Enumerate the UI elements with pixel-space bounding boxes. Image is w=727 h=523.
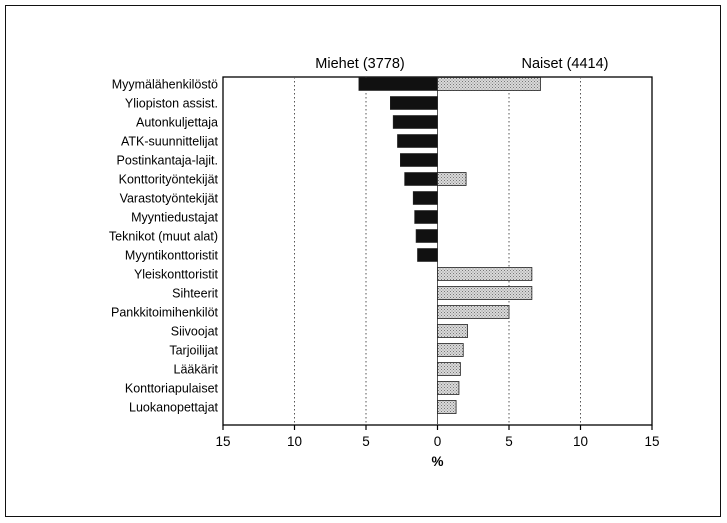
category-label: Postinkantaja-lajit.: [117, 154, 218, 168]
x-tick-label: 10: [287, 434, 302, 449]
bar-women: [437, 286, 533, 300]
bar-men: [417, 248, 438, 262]
category-label: Konttoriapulaiset: [125, 382, 219, 396]
bar-men: [404, 172, 438, 186]
bar-men: [400, 153, 438, 167]
bar-women: [437, 324, 468, 338]
bar-men: [390, 96, 438, 110]
bar-men: [392, 115, 438, 129]
category-label: Myyntikonttoristit: [125, 249, 219, 263]
category-label: Yliopiston assist.: [125, 97, 218, 111]
x-tick-label: 15: [644, 434, 659, 449]
category-label: Tarjoilijat: [169, 344, 218, 358]
bar-women: [437, 362, 461, 376]
category-label: Sihteerit: [172, 287, 218, 301]
bar-women: [437, 172, 467, 186]
bar-women: [437, 305, 510, 319]
bar-women: [437, 400, 457, 414]
x-tick-label: 5: [362, 434, 370, 449]
category-label: Teknikot (muut alat): [109, 230, 218, 244]
category-label: Pankkitoimihenkilöt: [111, 306, 219, 320]
x-tick-label: 0: [434, 434, 442, 449]
x-axis-label: %: [431, 454, 443, 469]
bar-women: [437, 77, 541, 91]
category-label: Yleiskonttoristit: [134, 268, 219, 282]
category-label: Luokanopettajat: [129, 401, 218, 415]
category-label: Myyntiedustajat: [131, 211, 218, 225]
category-label: Myymälähenkilöstö: [112, 78, 218, 92]
bar-men: [415, 229, 438, 243]
bar-men: [358, 77, 438, 91]
legend-men: Miehet (3778): [315, 56, 404, 72]
category-label: Siivoojat: [171, 325, 219, 339]
category-label: Konttorityöntekijät: [119, 173, 219, 187]
bar-men: [397, 134, 438, 148]
legend-women: Naiset (4414): [521, 56, 608, 72]
category-label: ATK-suunnittelijat: [121, 135, 219, 149]
bar-women: [437, 343, 464, 357]
bar-men: [412, 191, 438, 205]
x-tick-label: 15: [215, 434, 230, 449]
bar-women: [437, 267, 533, 281]
category-label: Lääkärit: [174, 363, 219, 377]
category-label: Autonkuljettaja: [136, 116, 218, 130]
bar-men: [414, 210, 438, 224]
x-tick-label: 10: [573, 434, 588, 449]
bar-women: [437, 381, 460, 395]
category-label: Varastotyöntekijät: [120, 192, 219, 206]
x-tick-label: 5: [505, 434, 513, 449]
